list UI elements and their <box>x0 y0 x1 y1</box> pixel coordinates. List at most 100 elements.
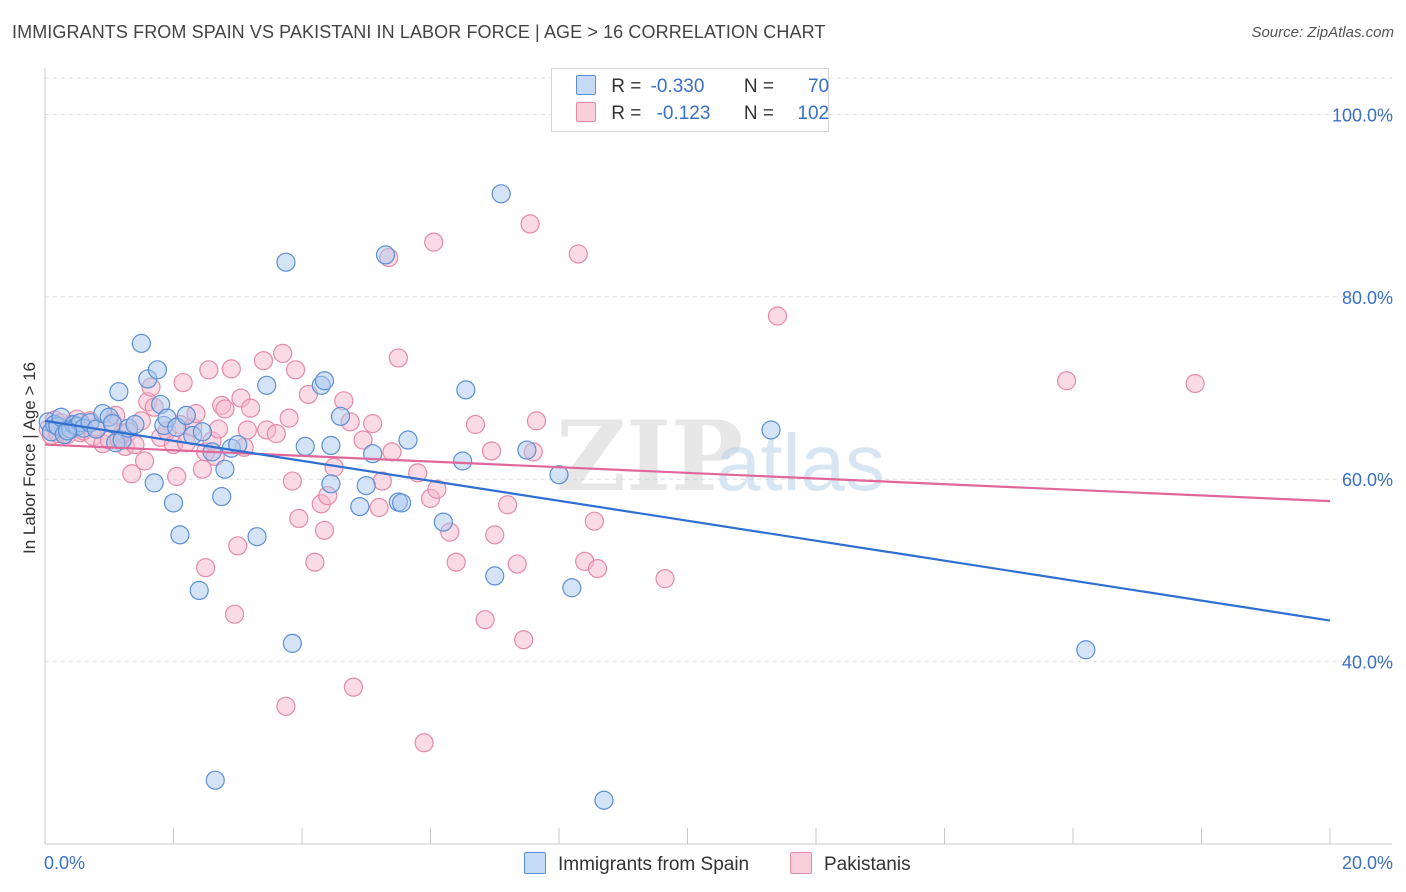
pakistani-point <box>481 441 502 461</box>
spain-point <box>192 422 213 442</box>
pakistani-point <box>289 508 309 529</box>
pakistani-point <box>228 536 248 556</box>
watermark-zip: ZIP <box>556 400 743 513</box>
spain-point <box>147 360 168 380</box>
spain-point <box>176 405 196 426</box>
x-tick-label: 0.0% <box>44 853 85 873</box>
pakistani-point <box>427 479 447 499</box>
pakistani-point <box>241 398 261 418</box>
legend-row-spain: R = -0.330 N = 70 <box>576 75 829 99</box>
pakistani-point <box>1185 373 1205 394</box>
spain-points <box>38 184 1096 810</box>
pakistani-point <box>767 306 788 326</box>
pakistani-point <box>353 430 373 450</box>
pakistani-point <box>196 558 216 578</box>
pakistani-point <box>465 414 486 435</box>
spain-point <box>144 473 164 493</box>
spain-swatch <box>576 75 596 95</box>
pakistani-point <box>655 569 675 589</box>
pakistani-point <box>215 399 235 419</box>
source-label: Source: ZipAtlas.com <box>1251 24 1394 41</box>
spain-point <box>330 406 351 426</box>
pakistani-point <box>134 451 155 471</box>
pakistani-point <box>221 359 241 379</box>
spain-point <box>398 430 418 450</box>
bottom-legend-pakistani: Pakistanis <box>790 852 911 876</box>
spain-point <box>761 420 781 440</box>
pakistani-point <box>507 554 527 574</box>
spain-point <box>125 414 145 435</box>
pakistani-point <box>343 677 363 697</box>
pakistani-point <box>587 559 608 579</box>
y-tick-label: 40.0% <box>1342 653 1393 673</box>
axes <box>44 68 1392 845</box>
pakistani-point <box>122 464 142 484</box>
spain-point <box>350 496 370 517</box>
pakistani-point <box>1056 371 1077 391</box>
legend-r-label: R = <box>611 76 642 97</box>
legend-r-label: R = <box>611 103 642 124</box>
pakistani-point <box>173 372 193 393</box>
spain-point <box>276 252 296 272</box>
pakistani-point <box>282 471 302 491</box>
y-axis-title: In Labor Force | Age > 16 <box>20 362 39 554</box>
correlation-legend: R = -0.330 N = 70 R = -0.123 N = 102 <box>551 68 829 132</box>
pakistani-point <box>388 348 408 368</box>
spain-point <box>517 440 537 460</box>
spain-point <box>491 184 511 204</box>
pakistani-point <box>363 414 383 434</box>
pakistani-point <box>424 232 444 252</box>
spain-point <box>170 525 190 545</box>
pakistani-point <box>514 630 534 650</box>
pakistani-point <box>167 466 187 487</box>
pakistani-swatch <box>576 102 596 122</box>
spain-point <box>321 474 341 494</box>
spain-point <box>391 493 412 513</box>
pakistani-point <box>208 419 229 439</box>
pakistani-point <box>279 408 299 428</box>
pakistani-point <box>237 420 257 440</box>
pakistani-point <box>314 520 335 540</box>
spain-point <box>257 375 277 395</box>
grid-lines <box>45 77 1392 663</box>
legend-n-label: N = <box>743 103 774 124</box>
spain-point <box>282 633 302 653</box>
spain-point <box>433 512 453 532</box>
spain-point <box>57 421 78 441</box>
legend-r-value: -0.330 <box>650 76 705 97</box>
pakistani-point <box>526 411 547 431</box>
legend-r-value: -0.123 <box>656 103 711 124</box>
watermark-atlas: atlas <box>716 418 885 507</box>
pakistani-point <box>273 343 293 363</box>
spain-point <box>456 380 476 400</box>
spain-point <box>453 451 473 471</box>
pakistani-point <box>568 244 588 264</box>
spain-point <box>356 476 376 496</box>
pakistani-point <box>266 424 286 444</box>
spain-point <box>189 580 209 601</box>
y-tick-label: 100.0% <box>1332 105 1393 125</box>
pakistani-point <box>475 610 495 630</box>
legend-row-pakistani: R = -0.123 N = 102 <box>576 102 829 126</box>
pakistani-point <box>334 391 354 411</box>
y-tick-label: 60.0% <box>1342 470 1393 490</box>
spain-point <box>314 371 335 391</box>
pakistani-point <box>498 495 518 515</box>
spain-point <box>562 578 582 598</box>
spain-point <box>375 245 396 265</box>
legend-n-value: 70 <box>807 76 830 97</box>
spain-swatch <box>524 852 546 874</box>
spain-point <box>549 465 569 485</box>
pakistani-point <box>224 604 245 624</box>
pakistani-point <box>369 497 389 518</box>
spain-point <box>131 333 151 353</box>
chart-title: IMMIGRANTS FROM SPAIN VS PAKISTANI IN LA… <box>12 22 826 42</box>
spain-point <box>594 790 614 810</box>
pakistani-point <box>485 525 505 545</box>
spain-point <box>247 527 267 547</box>
x-tick-label: 20.0% <box>1342 853 1393 873</box>
spain-point <box>109 382 129 402</box>
pakistani-point <box>446 552 466 572</box>
spain-point <box>321 435 341 456</box>
